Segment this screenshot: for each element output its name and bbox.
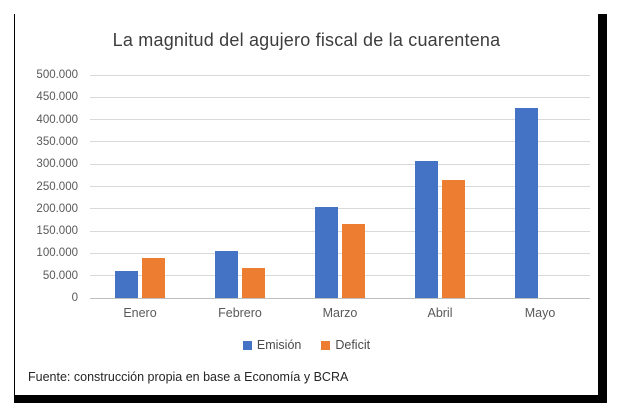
bar-deficit-febrero bbox=[242, 268, 265, 298]
legend-swatch-icon bbox=[242, 340, 252, 350]
y-tick-label: 450.000 bbox=[36, 91, 78, 104]
y-tick-label: 250.000 bbox=[36, 180, 78, 193]
y-tick-label: 300.000 bbox=[36, 158, 78, 171]
gridline bbox=[90, 297, 590, 299]
bar-emisión-enero bbox=[115, 271, 138, 298]
gridline bbox=[90, 141, 590, 143]
bar-emisión-marzo bbox=[315, 206, 338, 298]
gridline bbox=[90, 208, 590, 210]
gridline bbox=[90, 163, 590, 165]
gridline bbox=[90, 230, 590, 232]
gridline bbox=[90, 96, 590, 98]
chart-title: La magnitud del agujero fiscal de la cua… bbox=[112, 30, 501, 50]
x-axis-label-febrero: Febrero bbox=[218, 306, 262, 320]
x-axis-label-abril: Abril bbox=[427, 306, 453, 320]
y-tick-label: 100.000 bbox=[36, 247, 78, 260]
legend-item-deficit: Deficit bbox=[321, 338, 370, 352]
y-tick-label: 400.000 bbox=[36, 113, 78, 126]
legend-swatch-icon bbox=[321, 340, 331, 350]
y-tick-label: 200.000 bbox=[36, 202, 78, 215]
y-tick-label: 0 bbox=[71, 292, 78, 304]
gridline bbox=[90, 275, 590, 277]
bar-emisión-mayo bbox=[515, 108, 538, 298]
y-tick-label: 500.000 bbox=[36, 69, 78, 81]
gridline bbox=[90, 252, 590, 254]
gridline bbox=[90, 186, 590, 187]
bar-emisión-febrero bbox=[215, 251, 238, 298]
legend-item-emisión: Emisión bbox=[242, 338, 302, 352]
legend-label: Deficit bbox=[335, 338, 371, 352]
y-tick-label: 50.000 bbox=[42, 269, 78, 282]
x-axis-label-mayo: Mayo bbox=[524, 306, 556, 320]
y-tick-label: 150.000 bbox=[36, 225, 78, 238]
source-note: Fuente: construcción propia en base a Ec… bbox=[28, 370, 349, 384]
gridline bbox=[90, 74, 590, 76]
gridline bbox=[90, 119, 590, 121]
bar-emisión-abril bbox=[415, 161, 438, 298]
x-axis-label-enero: Enero bbox=[123, 306, 157, 320]
bar-deficit-abril bbox=[442, 179, 465, 298]
chart-legend: Emisión Deficit bbox=[15, 338, 598, 352]
legend-label: Emisión bbox=[256, 338, 302, 352]
bar-deficit-enero bbox=[142, 257, 165, 298]
y-tick-label: 350.000 bbox=[36, 135, 78, 148]
bar-deficit-marzo bbox=[342, 224, 365, 298]
x-axis-label-marzo: Marzo bbox=[322, 306, 358, 320]
